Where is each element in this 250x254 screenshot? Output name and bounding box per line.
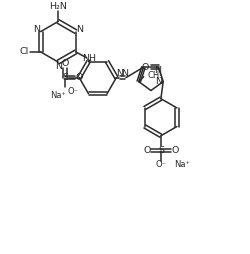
- Text: S: S: [62, 73, 68, 82]
- Text: CH₃: CH₃: [148, 71, 164, 80]
- Text: O: O: [171, 146, 178, 155]
- Text: O: O: [142, 63, 149, 72]
- Text: N: N: [76, 25, 84, 34]
- Text: NH: NH: [82, 54, 96, 63]
- Text: H₂N: H₂N: [49, 2, 67, 11]
- Text: N: N: [55, 62, 62, 71]
- Text: N: N: [33, 25, 40, 34]
- Text: N: N: [154, 66, 162, 75]
- Text: O: O: [143, 146, 151, 155]
- Text: Na⁺: Na⁺: [174, 161, 190, 169]
- Text: N: N: [155, 77, 162, 86]
- Text: N: N: [116, 69, 123, 78]
- Text: O⁻: O⁻: [67, 87, 78, 96]
- Text: Na⁺: Na⁺: [50, 91, 66, 100]
- Text: S: S: [158, 146, 164, 155]
- Text: Cl: Cl: [19, 47, 28, 56]
- Text: O: O: [62, 59, 69, 68]
- Text: O: O: [75, 73, 83, 82]
- Text: N: N: [122, 69, 128, 78]
- Text: O⁻: O⁻: [156, 161, 166, 169]
